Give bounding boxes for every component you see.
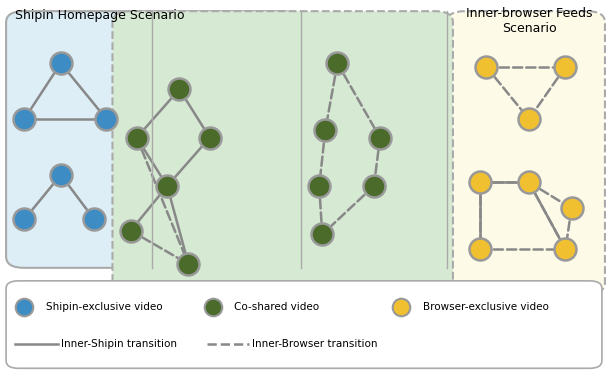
Point	[162, 183, 172, 189]
Point	[174, 86, 184, 92]
Text: Shipin-only
edges: Shipin-only edges	[45, 285, 101, 306]
Point	[184, 261, 193, 267]
FancyBboxPatch shape	[112, 11, 453, 294]
Text: Co-shared video: Co-shared video	[234, 302, 319, 312]
Point	[208, 304, 218, 310]
Point	[314, 183, 324, 189]
Point	[475, 246, 485, 252]
Text: Inner-browser Feeds
Scenario: Inner-browser Feeds Scenario	[466, 7, 592, 35]
FancyBboxPatch shape	[447, 11, 605, 294]
Point	[396, 304, 406, 310]
Text: Shipin Homepage Scenario: Shipin Homepage Scenario	[15, 9, 185, 22]
Point	[482, 64, 491, 70]
Point	[205, 135, 215, 141]
Text: Browser-exclusive video: Browser-exclusive video	[423, 302, 548, 312]
Point	[320, 127, 330, 133]
FancyBboxPatch shape	[6, 11, 301, 268]
Point	[561, 64, 570, 70]
Text: Browser-only edges
with at least 1 co-
shared videos: Browser-only edges with at least 1 co- s…	[325, 285, 423, 318]
Point	[132, 135, 142, 141]
Point	[19, 304, 29, 310]
Point	[561, 246, 570, 252]
FancyBboxPatch shape	[6, 281, 602, 368]
Point	[524, 179, 534, 185]
Point	[19, 217, 29, 222]
Point	[333, 60, 342, 66]
Text: Browser-only edges
of Browser-
exclusive videos: Browser-only edges of Browser- exclusive…	[477, 285, 575, 318]
Point	[375, 135, 385, 141]
Point	[126, 228, 136, 234]
Point	[567, 205, 576, 211]
Point	[89, 217, 99, 222]
Text: Co-shared edges of
two scenarios: Co-shared edges of two scenarios	[173, 285, 271, 306]
Point	[317, 231, 327, 237]
Text: Inner-Shipin transition: Inner-Shipin transition	[61, 339, 177, 349]
Text: Shipin-exclusive video: Shipin-exclusive video	[46, 302, 162, 312]
Point	[524, 116, 534, 122]
Point	[475, 179, 485, 185]
Point	[102, 116, 111, 122]
Point	[56, 172, 66, 178]
Point	[56, 60, 66, 66]
Text: Inner-Browser transition: Inner-Browser transition	[252, 339, 378, 349]
Point	[369, 183, 379, 189]
Point	[19, 116, 29, 122]
